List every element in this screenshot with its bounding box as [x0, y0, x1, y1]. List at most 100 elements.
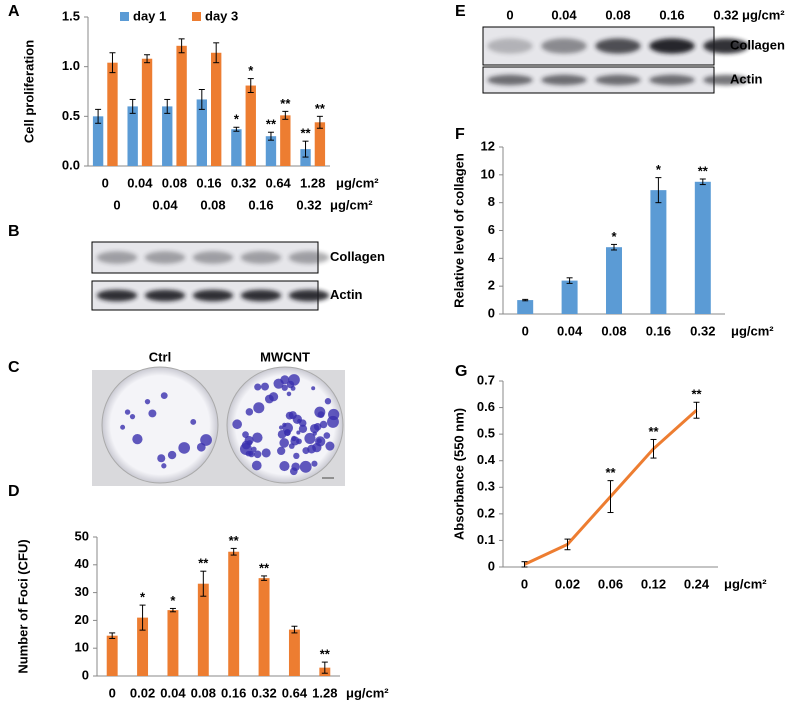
colony [252, 432, 263, 443]
y-axis-label: Relative level of collagen [451, 153, 466, 308]
colony [281, 384, 288, 391]
bar [228, 551, 240, 676]
y-axis-label: Cell proliferation [21, 40, 36, 143]
bar [196, 99, 207, 166]
lane-label: 0.08 [605, 7, 630, 22]
y-tick-label: 6 [488, 222, 495, 237]
bar [517, 300, 534, 314]
y-tick-label: 0.4 [477, 452, 496, 467]
x-tick-label: 0.08 [162, 175, 187, 190]
panel-label: C [8, 359, 20, 376]
x-tick-label: 0.02 [555, 576, 580, 591]
y-tick-label: 1.0 [62, 58, 80, 73]
y-tick-label: 20 [75, 612, 89, 627]
band [595, 38, 641, 54]
y-tick-label: 0.5 [477, 426, 495, 441]
band [288, 289, 330, 302]
y-tick-label: 0.3 [477, 479, 495, 494]
bar [127, 106, 138, 166]
legend-swatch [120, 12, 129, 21]
x-tick-label: 0.16 [646, 323, 671, 338]
band [192, 251, 234, 264]
colony [312, 442, 322, 453]
panel-label: A [8, 3, 20, 20]
band [649, 38, 695, 54]
x-tick-label: 0.06 [598, 576, 623, 591]
colony [277, 446, 286, 456]
x-tick-label: 0.64 [282, 685, 308, 700]
bar [245, 85, 256, 166]
lane-label: 0.32 [296, 197, 321, 212]
band-label: Collagen [330, 249, 385, 264]
colony [311, 386, 316, 391]
significance: * [611, 229, 617, 244]
colony [260, 382, 269, 391]
colony [132, 434, 143, 445]
colony [324, 398, 332, 405]
colony [302, 447, 310, 455]
colony [296, 438, 302, 445]
colony [251, 446, 257, 453]
colony [279, 461, 290, 472]
band-label: Actin [330, 287, 363, 302]
significance: ** [605, 465, 616, 480]
y-tick-label: 4 [488, 250, 496, 265]
x-tick-label: 0.08 [191, 685, 216, 700]
band [703, 38, 749, 54]
colony [200, 434, 212, 446]
colony [299, 460, 312, 473]
significance: ** [259, 560, 270, 575]
colony [317, 411, 325, 419]
colony [178, 442, 191, 454]
y-tick-label: 30 [75, 584, 89, 599]
x-tick-label: 0.04 [127, 175, 153, 190]
colony [296, 430, 301, 435]
legend-swatch [192, 12, 201, 21]
band [96, 251, 138, 264]
colony [144, 398, 151, 405]
band [487, 38, 533, 54]
x-tick-label: 0 [109, 685, 116, 700]
x-tick-label: 0.16 [221, 685, 246, 700]
colony [319, 420, 328, 429]
significance: ** [229, 533, 240, 548]
colony [261, 448, 271, 458]
colony [148, 409, 157, 418]
lane-label: 0.32 [713, 7, 738, 22]
colony [311, 460, 318, 467]
bar [106, 635, 118, 676]
x-tick-label: 0.04 [160, 685, 186, 700]
band [96, 289, 138, 302]
colony [251, 460, 262, 471]
y-tick-label: 8 [488, 194, 495, 209]
x-tick-label: 0.32 [690, 323, 715, 338]
panel-label: E [455, 3, 466, 20]
y-tick-label: 10 [75, 640, 89, 655]
colony [245, 408, 254, 416]
significance: * [170, 593, 176, 608]
legend-label: day 1 [133, 8, 166, 23]
x-tick-label: 0 [102, 175, 109, 190]
colony [310, 423, 320, 434]
colony [279, 438, 290, 448]
blot-unit: μg/cm² [330, 197, 373, 212]
x-unit: μg/cm² [724, 576, 767, 591]
band [541, 74, 587, 86]
band [487, 74, 533, 86]
x-tick-label: 0.08 [601, 323, 626, 338]
y-tick-label: 0.6 [477, 399, 495, 414]
x-tick-label: 0 [521, 576, 528, 591]
colony [253, 402, 265, 414]
panel-label: B [8, 223, 20, 240]
x-tick-label: 0.02 [130, 685, 155, 700]
x-tick-label: 1.28 [300, 175, 325, 190]
significance: ** [280, 96, 291, 111]
colony [242, 431, 249, 438]
bar [211, 52, 222, 167]
x-tick-label: 0.16 [196, 175, 221, 190]
lane-label: 0 [506, 7, 513, 22]
colony [290, 385, 296, 391]
bar [606, 247, 622, 314]
band [144, 251, 186, 264]
